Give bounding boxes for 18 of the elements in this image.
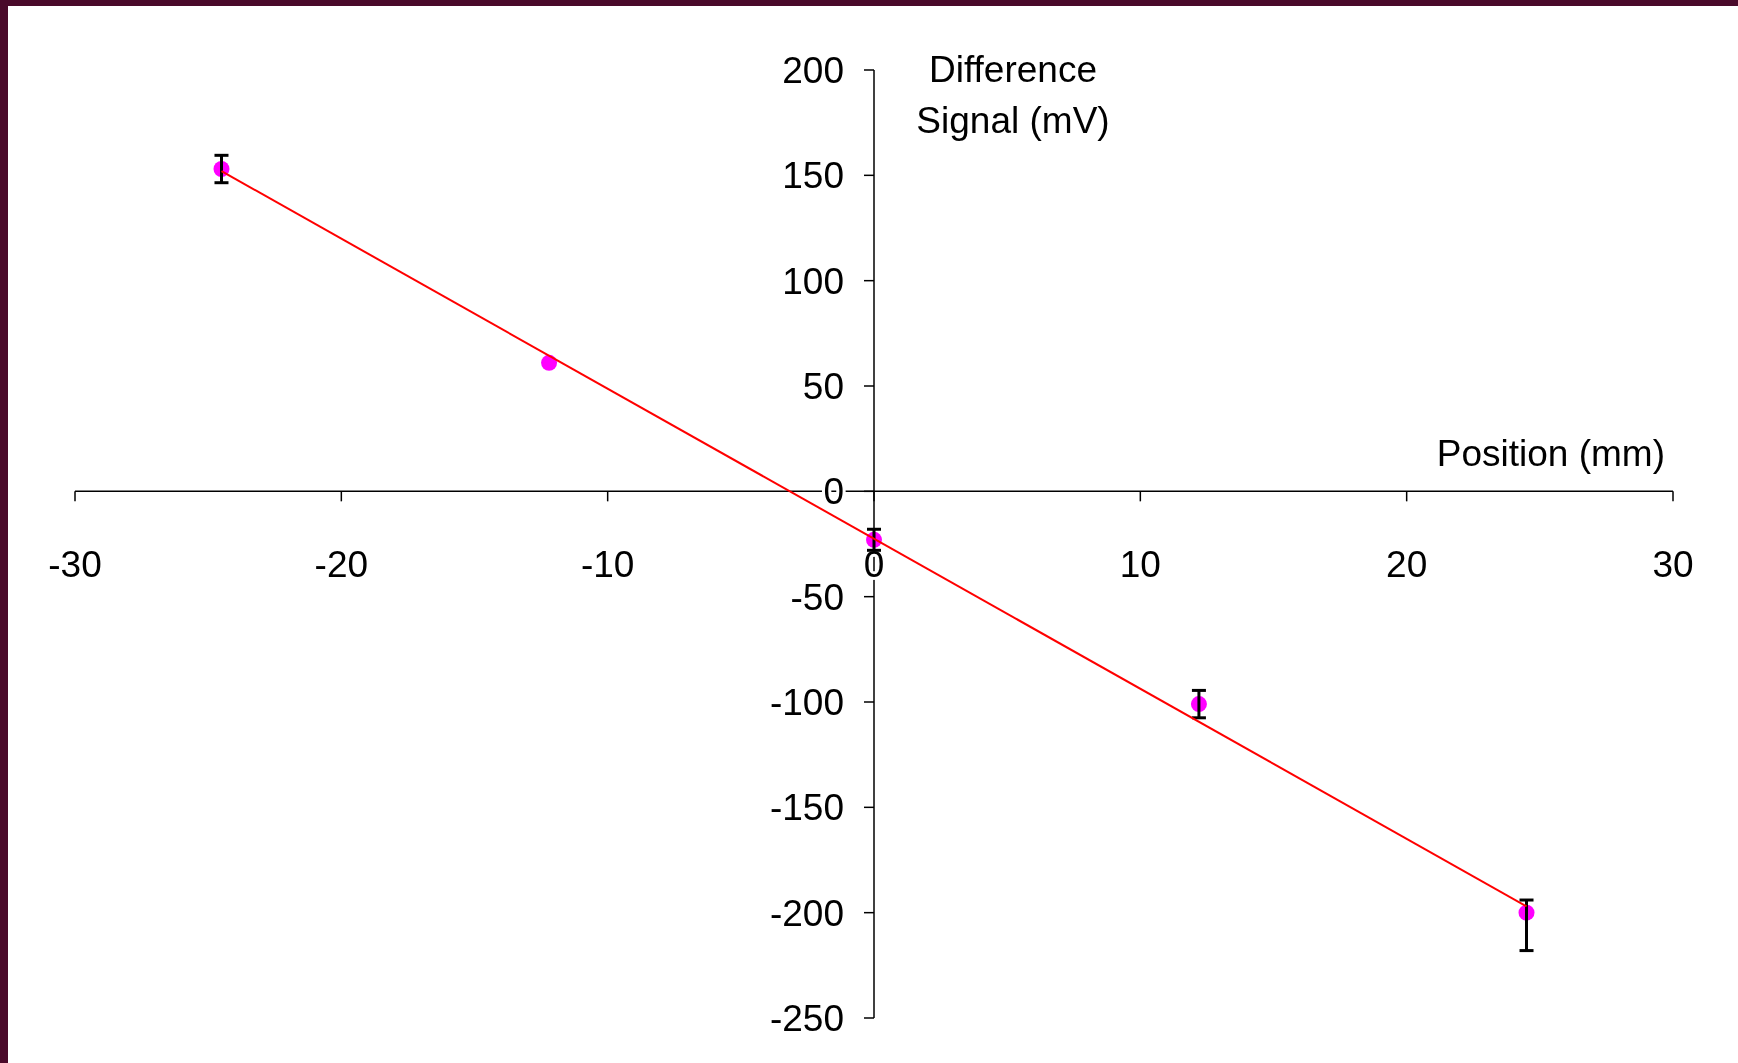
y-tick-label: -50 [790, 576, 844, 618]
x-tick-label: -20 [314, 544, 369, 586]
x-tick-label: 20 [1386, 544, 1428, 586]
x-tick-label: -30 [48, 544, 102, 586]
y-axis-title: Difference Signal (mV) [916, 49, 1110, 141]
x-tick-label: 10 [1119, 544, 1161, 586]
y-tick-label: 200 [782, 50, 844, 91]
y-tick-label: -150 [769, 787, 844, 829]
y-tick-label: 100 [782, 260, 844, 302]
x-axis-title: Position (mm) [1436, 433, 1665, 475]
point [541, 354, 558, 371]
y-tick-label: -250 [769, 998, 844, 1039]
x-tick-label: -10 [580, 544, 635, 586]
y-tick-label: 50 [802, 366, 844, 407]
x-tick-label: 30 [1652, 544, 1694, 586]
y-tick-label: 150 [782, 155, 844, 197]
y-tick-label: -100 [769, 682, 844, 723]
y-tick-label: -200 [769, 892, 844, 934]
